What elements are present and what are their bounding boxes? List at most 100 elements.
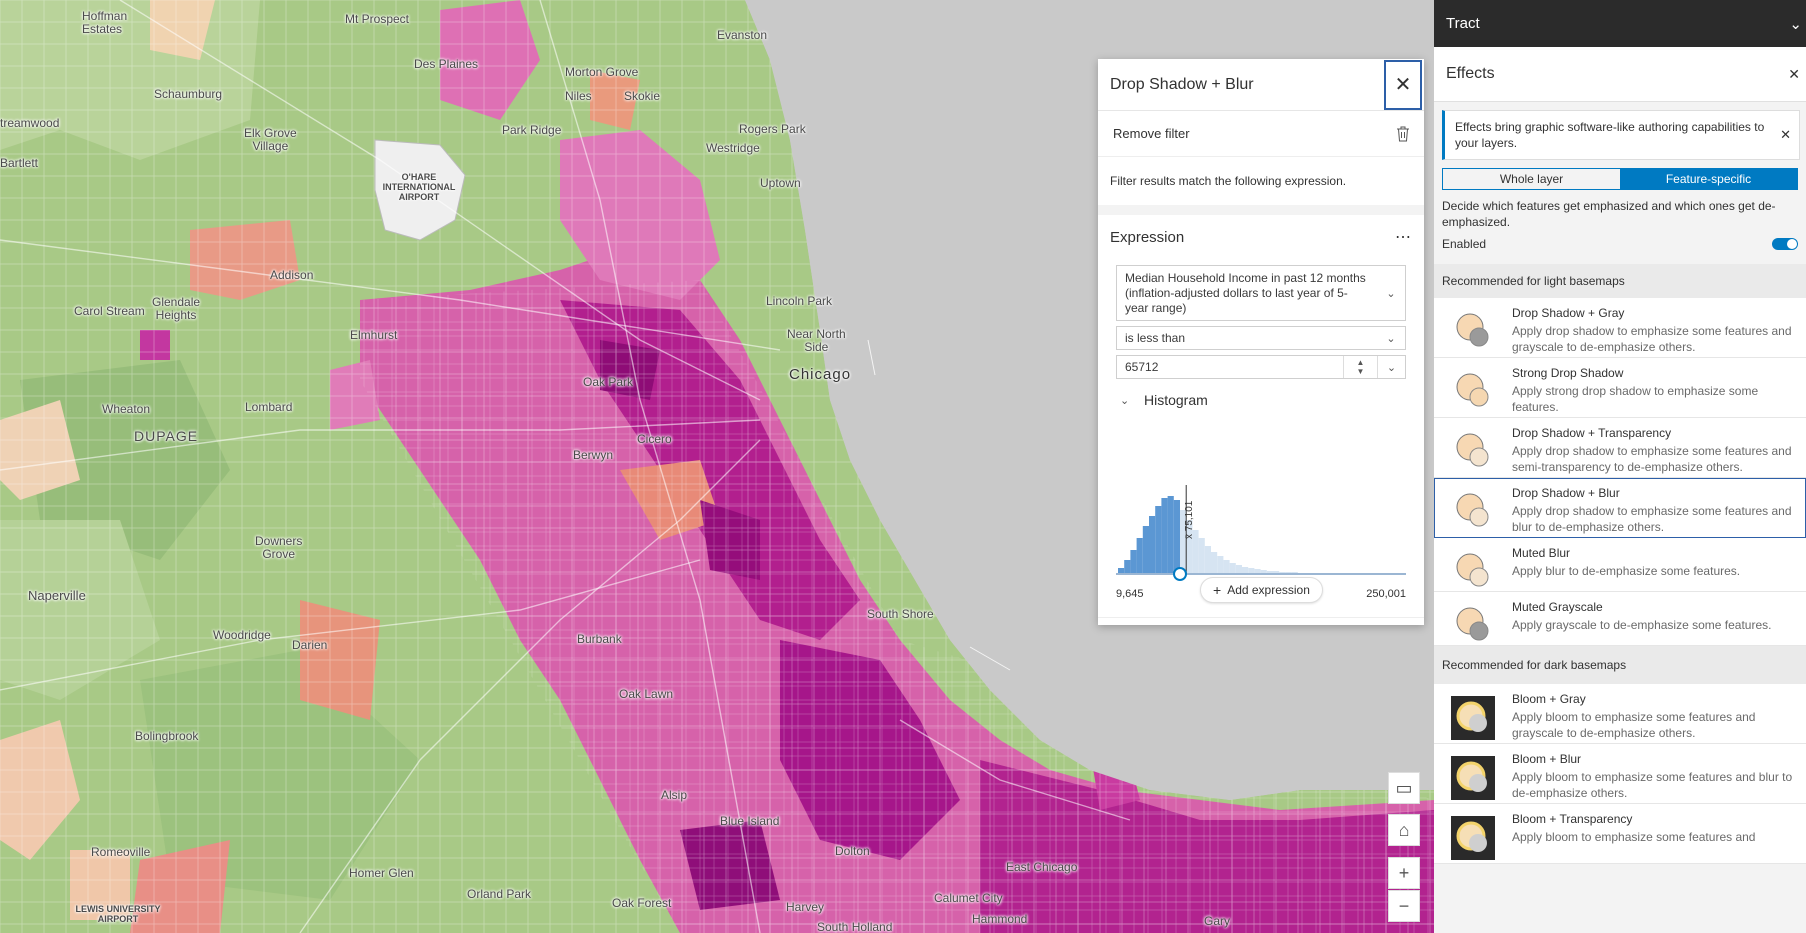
histogram-bar: [1260, 570, 1267, 574]
effect-preview-icon: [1434, 426, 1512, 469]
effect-option[interactable]: Bloom + Transparency Apply bloom to empha…: [1434, 804, 1806, 864]
map-label-skokie: Skokie: [624, 89, 661, 103]
tab-whole-layer[interactable]: Whole layer: [1499, 172, 1564, 186]
map-label-evanston: Evanston: [717, 28, 768, 42]
chevron-down-icon[interactable]: ⌄: [1377, 356, 1405, 378]
map-label-schaumburg: Schaumburg: [154, 87, 223, 101]
map-label-near-north: Near North Side: [787, 327, 846, 354]
filter-panel-header: Drop Shadow + Blur ✕: [1098, 59, 1424, 111]
value-input[interactable]: 65712: [1125, 360, 1159, 374]
histogram-bar: [1254, 569, 1261, 574]
layer-name: Tract: [1446, 15, 1480, 32]
effect-name: Drop Shadow + Blur: [1512, 486, 1620, 500]
effects-title: Effects: [1446, 65, 1495, 82]
map-label-darien: Darien: [292, 638, 328, 652]
value-stepper[interactable]: ▲ ▼: [1343, 356, 1377, 378]
chevron-down-icon: ⌄: [1386, 287, 1396, 300]
filter-close-button[interactable]: ✕: [1384, 59, 1422, 110]
effect-description: Apply drop shadow to emphasize some feat…: [1512, 324, 1792, 354]
close-icon: ✕: [1394, 74, 1412, 96]
filter-info: Filter results match the following expre…: [1098, 157, 1424, 215]
remove-filter-row[interactable]: Remove filter: [1098, 111, 1424, 157]
field-select-value: Median Household Income in past 12 month…: [1125, 270, 1366, 315]
histogram-bar: [1124, 560, 1131, 574]
remove-filter-label: Remove filter: [1113, 126, 1190, 141]
home-button[interactable]: ⌂: [1388, 814, 1420, 846]
enabled-toggle[interactable]: [1772, 238, 1798, 250]
effect-description: Apply blur to de-emphasize some features…: [1512, 564, 1741, 578]
map-label-berwyn: Berwyn: [573, 448, 614, 462]
effects-header: Effects ✕: [1434, 47, 1806, 102]
map-label-lincoln-park: Lincoln Park: [766, 294, 833, 308]
enabled-row: Enabled: [1442, 234, 1798, 254]
chevron-down-icon: ⌄: [1120, 394, 1130, 407]
histogram-bar: [1204, 546, 1211, 574]
effect-name: Drop Shadow + Transparency: [1512, 426, 1672, 440]
effect-option[interactable]: Bloom + Gray Apply bloom to emphasize som…: [1434, 684, 1806, 744]
enabled-label: Enabled: [1442, 237, 1487, 251]
operator-select-value: is less than: [1125, 331, 1186, 345]
effect-option[interactable]: Strong Drop Shadow Apply strong drop shad…: [1434, 358, 1806, 418]
map-label-rogers-park: Rogers Park: [739, 122, 806, 136]
effects-sidebar: Tract ⌄ Effects ✕ Effects bring graphic …: [1434, 0, 1806, 933]
map-label-elmhurst: Elmhurst: [350, 328, 398, 342]
map-label-woodridge: Woodridge: [213, 628, 271, 642]
add-expression-button[interactable]: + Add expression: [1200, 577, 1323, 603]
plus-icon: +: [1213, 582, 1222, 598]
tab-feature-specific[interactable]: Feature-specific: [1620, 169, 1797, 189]
close-icon[interactable]: ✕: [1780, 127, 1791, 142]
layer-header[interactable]: Tract ⌄: [1434, 0, 1806, 47]
close-icon[interactable]: ✕: [1788, 65, 1800, 82]
histogram-bar: [1142, 526, 1149, 574]
effect-preview-icon: [1434, 692, 1512, 740]
histogram-min: 9,645: [1116, 588, 1144, 600]
histogram-bar: [1223, 560, 1230, 574]
map-label-dolton: Dolton: [835, 844, 870, 858]
more-options-icon[interactable]: ⋯: [1395, 229, 1412, 246]
effect-name: Bloom + Transparency: [1512, 812, 1633, 826]
map-label-blue-island: Blue Island: [720, 814, 780, 828]
effect-preview-icon: [1434, 486, 1512, 529]
mean-label: x̄ 75,101: [1184, 500, 1195, 539]
effect-preview-icon: [1434, 812, 1512, 860]
effect-option[interactable]: Drop Shadow + Transparency Apply drop sha…: [1434, 418, 1806, 478]
effect-description: Apply grayscale to de-emphasize some fea…: [1512, 618, 1772, 632]
map-label-cicero: Cicero: [637, 432, 672, 446]
effect-option[interactable]: Muted Blur Apply blur to de-emphasize som…: [1434, 538, 1806, 592]
histogram-bar: [1149, 516, 1156, 574]
map-label-lombard: Lombard: [245, 400, 293, 414]
effect-option[interactable]: Drop Shadow + Blur Apply drop shadow to e…: [1434, 478, 1806, 538]
histogram-chart: x̄ 75,101: [1116, 485, 1406, 581]
map-label-mt-prospect: Mt Prospect: [345, 12, 410, 26]
effect-option[interactable]: Muted Grayscale Apply grayscale to de-emp…: [1434, 592, 1806, 646]
histogram-bar: [1161, 498, 1168, 574]
zoom-in-button[interactable]: +: [1388, 857, 1420, 889]
operator-select[interactable]: is less than ⌄: [1116, 326, 1406, 350]
home-icon: ⌂: [1398, 819, 1410, 840]
trash-icon[interactable]: [1396, 126, 1410, 142]
effect-name: Strong Drop Shadow: [1512, 366, 1624, 380]
map-label-ohare: O'HARE INTERNATIONAL AIRPORT: [382, 172, 456, 202]
histogram-bar: [1173, 500, 1180, 574]
histogram-toggle[interactable]: ⌄ Histogram: [1116, 389, 1406, 411]
value-input-group: 65712 ▲ ▼ ⌄: [1116, 355, 1406, 379]
chevron-down-icon: ⌄: [1386, 332, 1396, 345]
map-label-burbank: Burbank: [577, 632, 622, 646]
effects-description: Decide which features get emphasized and…: [1442, 199, 1776, 229]
effect-description: Apply bloom to emphasize some features a…: [1512, 710, 1756, 740]
plus-icon: +: [1398, 862, 1410, 883]
zoom-out-button[interactable]: −: [1388, 890, 1420, 922]
histogram-slider-handle[interactable]: [1173, 567, 1187, 581]
screen-capture-button[interactable]: ▭: [1388, 772, 1420, 804]
dark-effects-list: Bloom + Gray Apply bloom to emphasize som…: [1434, 684, 1806, 864]
effect-option[interactable]: Bloom + Blur Apply bloom to emphasize som…: [1434, 744, 1806, 804]
map-label-bolingbrook: Bolingbrook: [135, 729, 199, 743]
expression-header: Expression ⋯: [1098, 215, 1424, 259]
histogram-max: 250,001: [1366, 588, 1406, 600]
effect-preview-icon: [1434, 306, 1512, 349]
map-label-gary: Gary: [1204, 914, 1231, 928]
effect-name: Bloom + Gray: [1512, 692, 1586, 706]
field-select[interactable]: Median Household Income in past 12 month…: [1116, 265, 1406, 321]
effect-name: Bloom + Blur: [1512, 752, 1582, 766]
effect-option[interactable]: Drop Shadow + Gray Apply drop shadow to e…: [1434, 298, 1806, 358]
